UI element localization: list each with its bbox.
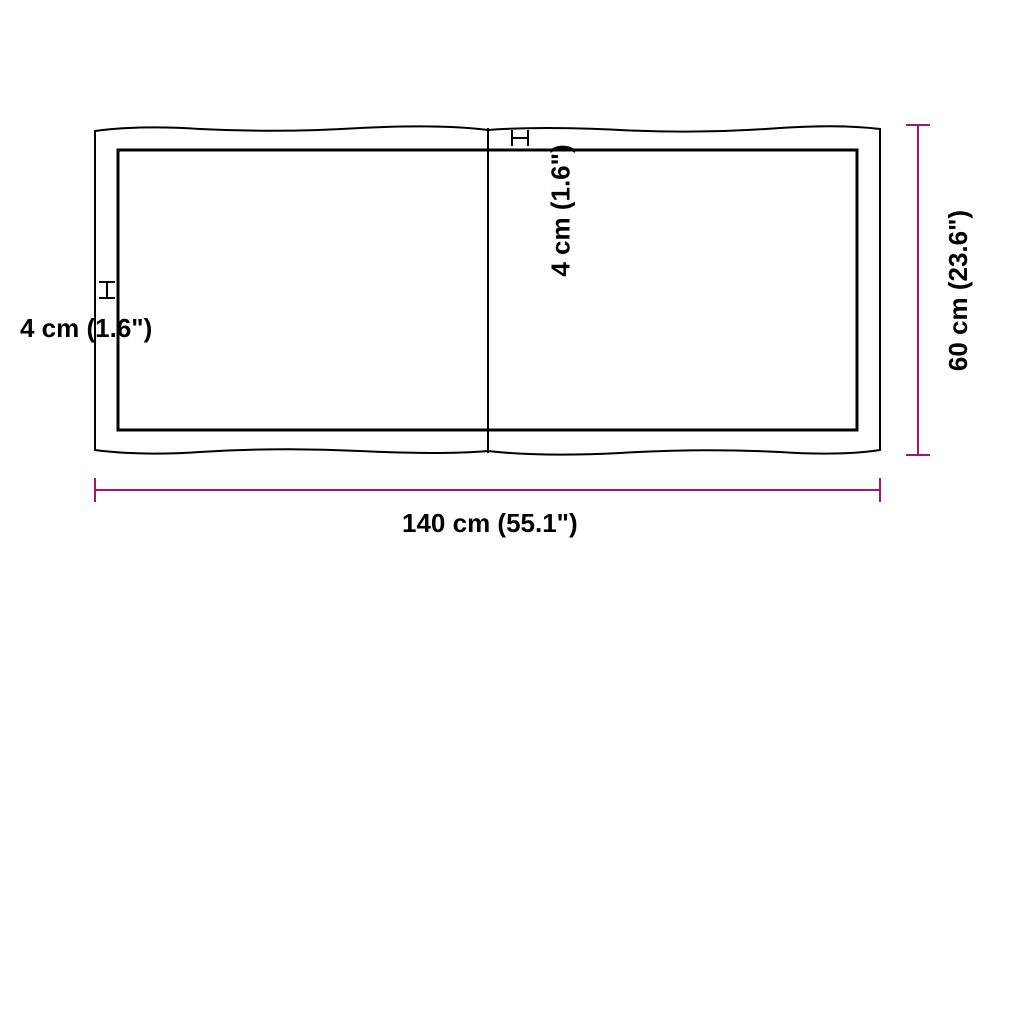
width-label: 140 cm (55.1") (402, 508, 578, 539)
left-border-label: 4 cm (1.6") (20, 313, 152, 344)
technical-diagram: 140 cm (55.1") 60 cm (23.6") 4 cm (1.6")… (0, 0, 1024, 1024)
top-border-label: 4 cm (1.6") (546, 144, 577, 276)
height-label: 60 cm (23.6") (943, 210, 974, 371)
